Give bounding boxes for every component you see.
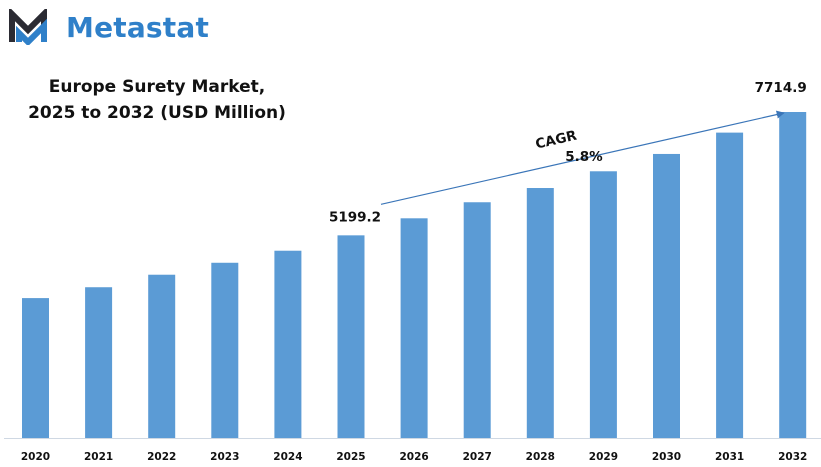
bar-2031 <box>716 132 744 439</box>
x-tick-label-2023: 2023 <box>210 451 239 463</box>
bar-2026 <box>400 218 428 438</box>
metastat-m-logo-icon <box>9 9 47 45</box>
data-label-2025: 5199.2 <box>329 209 381 225</box>
bar-2021 <box>85 287 113 438</box>
x-tick-label-2021: 2021 <box>84 451 113 463</box>
x-tick-label-2027: 2027 <box>463 451 492 463</box>
cagr-arrow <box>380 110 785 205</box>
x-tick-label-2025: 2025 <box>336 451 365 463</box>
x-tick-label-2032: 2032 <box>778 451 807 463</box>
bar-2030 <box>653 153 680 438</box>
chart-title: Europe Surety Market, 2025 to 2032 (USD … <box>22 74 292 126</box>
chart-title-line-2: 2025 to 2032 (USD Million) <box>28 103 286 123</box>
x-tick-label-2026: 2026 <box>399 451 428 463</box>
x-tick-label-2030: 2030 <box>652 451 681 463</box>
bar-2029 <box>589 171 617 438</box>
chart-title-line-1: Europe Surety Market, <box>48 77 266 97</box>
bar-2025 <box>337 235 365 438</box>
x-tick-label-2024: 2024 <box>273 451 302 463</box>
x-tick-label-2028: 2028 <box>526 451 555 463</box>
bar-2032 <box>779 112 807 438</box>
data-label-2032: 7714.9 <box>755 80 807 96</box>
bar-2024 <box>274 250 302 438</box>
x-tick-label-2022: 2022 <box>147 451 176 463</box>
cagr-value: 5.8% <box>565 149 603 165</box>
bar-2023 <box>211 262 239 438</box>
x-tick-label-2020: 2020 <box>21 451 50 463</box>
bar-2028 <box>526 188 554 438</box>
bar-2022 <box>148 274 176 438</box>
x-tick-label-2029: 2029 <box>589 451 618 463</box>
brand-logo: Metastat <box>8 6 209 48</box>
bar-2020 <box>22 298 49 438</box>
bar-2027 <box>463 202 491 438</box>
x-tick-label-2031: 2031 <box>715 451 744 463</box>
brand-name: Metastat <box>66 10 210 44</box>
